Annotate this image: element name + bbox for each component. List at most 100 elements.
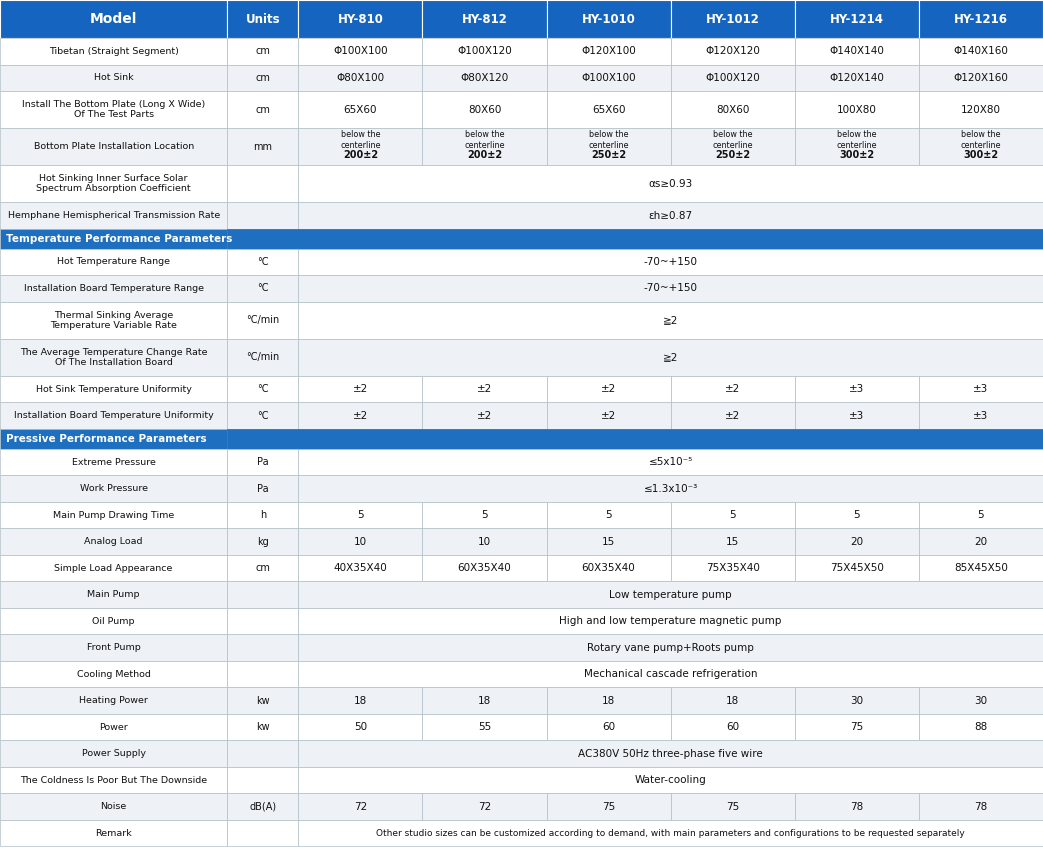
Text: below the
centerline: below the centerline <box>588 130 629 149</box>
Text: 78: 78 <box>850 802 864 811</box>
Text: Remark: Remark <box>95 829 132 837</box>
Text: kw: kw <box>256 722 270 732</box>
Text: Φ100X100: Φ100X100 <box>333 47 388 56</box>
Text: cm: cm <box>256 73 270 83</box>
Text: -70~+150: -70~+150 <box>644 283 698 294</box>
Bar <box>0 91 227 128</box>
Text: 18: 18 <box>726 696 739 706</box>
Text: ±2: ±2 <box>725 384 741 394</box>
Text: 200±2: 200±2 <box>467 149 502 160</box>
Bar <box>919 0 1043 38</box>
Bar <box>298 249 1043 275</box>
Text: 200±2: 200±2 <box>343 149 378 160</box>
Text: Pressive Performance Parameters: Pressive Performance Parameters <box>6 434 207 444</box>
Text: HY-810: HY-810 <box>338 12 383 26</box>
Text: -70~+150: -70~+150 <box>644 257 698 267</box>
Text: Analog Load: Analog Load <box>84 537 143 546</box>
Bar <box>671 376 795 403</box>
Bar <box>547 91 671 128</box>
Text: Φ120X160: Φ120X160 <box>953 73 1009 83</box>
Text: Φ100X120: Φ100X120 <box>457 47 512 56</box>
Text: HY-812: HY-812 <box>462 12 507 26</box>
Bar <box>547 0 671 38</box>
Text: below the
centerline: below the centerline <box>836 130 877 149</box>
Text: Low temperature pump: Low temperature pump <box>609 589 732 600</box>
Text: Oil Pump: Oil Pump <box>93 617 135 626</box>
Bar <box>0 229 227 249</box>
Bar <box>671 714 795 740</box>
Text: 5: 5 <box>357 510 364 520</box>
Text: 5: 5 <box>729 510 736 520</box>
Bar <box>0 607 227 634</box>
Bar <box>795 528 919 555</box>
Text: Main Pump: Main Pump <box>88 590 140 599</box>
Text: Power Supply: Power Supply <box>81 749 146 758</box>
Bar <box>227 403 298 429</box>
Text: 55: 55 <box>478 722 491 732</box>
Text: 18: 18 <box>478 696 491 706</box>
Text: Extreme Pressure: Extreme Pressure <box>72 458 155 467</box>
Bar <box>919 376 1043 403</box>
Bar <box>919 555 1043 581</box>
Bar <box>0 555 227 581</box>
Bar <box>227 634 298 661</box>
Bar <box>671 91 795 128</box>
Text: 60: 60 <box>726 722 739 732</box>
Text: °C: °C <box>257 257 269 267</box>
Text: Mechanical cascade refrigeration: Mechanical cascade refrigeration <box>584 669 757 679</box>
Text: 60X35X40: 60X35X40 <box>582 563 635 573</box>
Bar <box>227 0 298 38</box>
Bar <box>795 0 919 38</box>
Text: below the
centerline: below the centerline <box>712 130 753 149</box>
Text: Hemphane Hemispherical Transmission Rate: Hemphane Hemispherical Transmission Rate <box>7 211 220 220</box>
Bar <box>227 448 298 475</box>
Bar <box>547 502 671 528</box>
Text: Φ100X100: Φ100X100 <box>581 73 636 83</box>
Text: 88: 88 <box>974 722 988 732</box>
Text: Water-cooling: Water-cooling <box>635 775 706 785</box>
Bar <box>298 128 422 165</box>
Text: Tibetan (Straight Segment): Tibetan (Straight Segment) <box>49 47 178 56</box>
Bar <box>422 0 547 38</box>
Text: 80X60: 80X60 <box>717 105 749 115</box>
Bar <box>919 38 1043 65</box>
Text: cm: cm <box>256 563 270 573</box>
Text: HY-1216: HY-1216 <box>954 12 1008 26</box>
Text: Cooling Method: Cooling Method <box>77 670 150 678</box>
Bar <box>227 714 298 740</box>
Text: Install The Bottom Plate (Long X Wide)
Of The Test Parts: Install The Bottom Plate (Long X Wide) O… <box>22 100 205 119</box>
Text: ≤1.3x10⁻³: ≤1.3x10⁻³ <box>644 484 698 493</box>
Bar <box>227 528 298 555</box>
Text: Units: Units <box>245 12 281 26</box>
Text: HY-1214: HY-1214 <box>830 12 883 26</box>
Bar <box>0 581 227 607</box>
Bar <box>671 0 795 38</box>
Bar <box>0 661 227 687</box>
Text: 65X60: 65X60 <box>591 105 626 115</box>
Text: 30: 30 <box>974 696 988 706</box>
Bar <box>298 661 1043 687</box>
Text: ±2: ±2 <box>477 384 492 394</box>
Text: ≤5x10⁻⁵: ≤5x10⁻⁵ <box>649 457 693 467</box>
Text: 10: 10 <box>478 537 491 547</box>
Bar <box>671 793 795 820</box>
Bar <box>298 302 1043 339</box>
Text: Φ100X120: Φ100X120 <box>705 73 760 83</box>
Bar <box>422 502 547 528</box>
Text: °C: °C <box>257 384 269 394</box>
Bar <box>0 475 227 502</box>
Text: Hot Temperature Range: Hot Temperature Range <box>57 257 170 266</box>
Bar <box>0 502 227 528</box>
Bar <box>227 165 298 202</box>
Bar <box>0 249 227 275</box>
Bar <box>0 429 227 448</box>
Text: 100X80: 100X80 <box>836 105 877 115</box>
Text: Installation Board Temperature Uniformity: Installation Board Temperature Uniformit… <box>14 411 214 420</box>
Text: 5: 5 <box>605 510 612 520</box>
Text: Hot Sinking Inner Surface Solar
Spectrum Absorption Coefficient: Hot Sinking Inner Surface Solar Spectrum… <box>37 174 191 194</box>
Text: 300±2: 300±2 <box>964 149 998 160</box>
Text: 75: 75 <box>602 802 615 811</box>
Text: ±2: ±2 <box>353 384 368 394</box>
Text: 15: 15 <box>602 537 615 547</box>
Text: Φ120X100: Φ120X100 <box>581 47 636 56</box>
